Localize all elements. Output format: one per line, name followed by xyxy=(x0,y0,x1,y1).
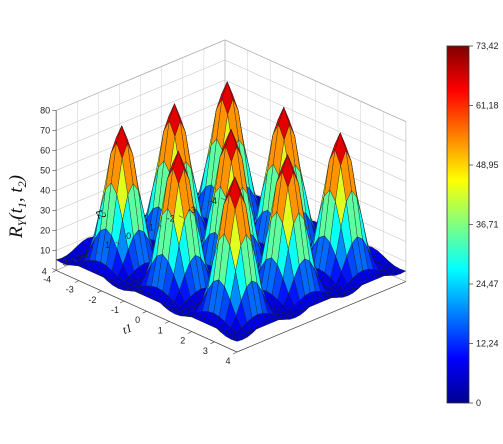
t2-tick-label: 0 xyxy=(126,231,131,241)
colorbar-gradient xyxy=(446,45,470,404)
colorbar-tick-label: 48,95 xyxy=(476,160,499,170)
surface-patch xyxy=(231,337,243,342)
colorbar-tick-label: 73,42 xyxy=(476,41,499,51)
t1-tick xyxy=(187,331,192,334)
colorbar-tick-label: 24,47 xyxy=(476,279,499,289)
t2-tick xyxy=(157,224,162,227)
t2-tick-label: 3 xyxy=(63,258,68,268)
t2-tick xyxy=(94,250,99,254)
t1-tick-label: 1 xyxy=(158,325,163,335)
t1-tick xyxy=(142,310,147,314)
t1-tick-label: -1 xyxy=(111,305,119,315)
z-tick-label: 20 xyxy=(40,225,50,235)
t2-tick xyxy=(199,206,205,210)
t1-tick xyxy=(210,341,215,345)
z-tick-label: 50 xyxy=(40,165,50,175)
t2-tick-label: 1 xyxy=(105,240,110,250)
colorbar-tick-label: 61,18 xyxy=(476,101,499,111)
z-tick-label: 70 xyxy=(40,125,50,135)
t1-tick xyxy=(232,351,238,355)
t2-tick-label: 4 xyxy=(42,266,47,276)
t1-tick-label: 2 xyxy=(180,336,185,346)
t2-tick-label: -4 xyxy=(209,196,217,206)
t2-tick xyxy=(220,197,226,201)
t1-tick-label: -2 xyxy=(88,295,96,305)
t1-tick-label: 3 xyxy=(203,346,208,356)
t2-tick xyxy=(52,268,57,271)
t1-tick-label: -4 xyxy=(43,274,51,284)
t1-tick xyxy=(119,300,125,304)
colorbar-tick-label: 0 xyxy=(476,398,481,408)
t1-tick xyxy=(52,270,57,273)
t1-tick xyxy=(74,280,79,283)
t2-tick-label: 2 xyxy=(84,249,89,259)
z-tick-label: 80 xyxy=(40,105,50,115)
t1-tick-label: 0 xyxy=(135,315,140,325)
t2-tick xyxy=(115,241,120,245)
t1-tick-label: -3 xyxy=(66,285,74,295)
z-tick-label: 30 xyxy=(40,205,50,215)
colorbar-tick-label: 36,71 xyxy=(476,220,499,230)
t2-tick xyxy=(73,259,78,262)
colorbar-tick-label: 12,24 xyxy=(476,339,499,349)
t1-tick-label: 4 xyxy=(225,356,230,366)
z-tick-label: 40 xyxy=(40,185,50,195)
t2-tick xyxy=(178,215,183,218)
t2-tick-label: -2 xyxy=(167,214,175,224)
axes: -4-3-2-101234-4-3-2-10123410203040506070… xyxy=(40,105,406,366)
z-axis-label: RY(t1, t2) xyxy=(6,175,29,239)
t1-tick xyxy=(97,290,102,294)
t2-tick xyxy=(136,232,141,236)
t1-axis-label: t1 xyxy=(120,320,134,336)
t1-tick xyxy=(165,321,170,324)
t2-tick-label: -1 xyxy=(146,222,154,232)
z-tick-label: 10 xyxy=(40,245,50,255)
colorbar: 73,42 61,18 48,95 36,71 24,47 12,24 0 xyxy=(446,41,499,408)
z-tick-label: 60 xyxy=(40,145,50,155)
t2-axis-line xyxy=(236,281,406,353)
surface-mesh xyxy=(56,81,406,342)
t2-tick-label: -3 xyxy=(188,205,196,215)
